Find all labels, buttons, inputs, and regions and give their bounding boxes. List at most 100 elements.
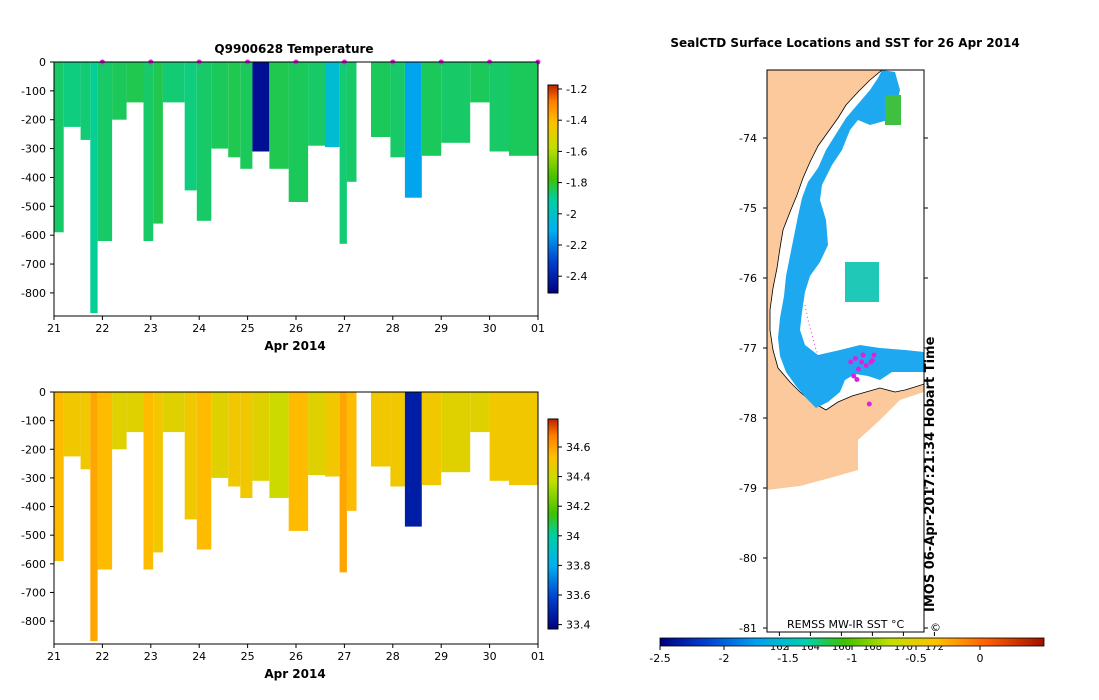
temperature-x-axis: 21 22 23 24 25 26 27 28 29 30 01 bbox=[47, 316, 545, 335]
imos-timestamp: IMOS 06-Apr-2017:21:34 Hobart Time bbox=[923, 336, 938, 612]
profile-cell bbox=[308, 62, 325, 146]
profile-cell bbox=[308, 392, 325, 475]
salinity-cells bbox=[54, 392, 538, 642]
y-tick-label: -400 bbox=[21, 171, 46, 184]
profile-cell bbox=[184, 392, 197, 520]
profile-cell bbox=[143, 62, 154, 241]
x-tick-label: 30 bbox=[483, 650, 497, 663]
x-tick-label: 24 bbox=[192, 322, 206, 335]
colorbar-tick-label: -2.2 bbox=[566, 239, 587, 252]
y-tick-label: -600 bbox=[21, 229, 46, 242]
y-tick-label: -200 bbox=[21, 114, 46, 127]
lat-tick-label: -79 bbox=[739, 482, 757, 495]
profile-cell bbox=[252, 392, 270, 481]
seal-locations bbox=[848, 352, 877, 407]
x-tick-label: 22 bbox=[95, 650, 109, 663]
profile-cell bbox=[162, 62, 185, 103]
profile-cell bbox=[339, 62, 347, 244]
lat-tick-label: -74 bbox=[739, 132, 757, 145]
profile-cell bbox=[54, 62, 64, 233]
profile-cell bbox=[97, 392, 113, 570]
seal-location-dot bbox=[869, 358, 875, 364]
profile-cell bbox=[339, 392, 347, 573]
sst-colorbar-tick-label: -2 bbox=[719, 652, 730, 665]
profile-cell bbox=[240, 62, 253, 169]
profile-cell bbox=[470, 392, 490, 433]
y-tick-label: -400 bbox=[21, 501, 46, 514]
x-tick-label: 23 bbox=[144, 650, 158, 663]
profile-cell bbox=[228, 62, 241, 158]
profile-cell bbox=[288, 392, 309, 531]
colorbar-tick-label: -2.4 bbox=[566, 270, 587, 283]
colorbar-tick-label: -1.2 bbox=[566, 83, 587, 96]
profile-cell bbox=[421, 62, 442, 156]
profile-cell bbox=[196, 62, 212, 221]
profile-cell bbox=[153, 392, 163, 553]
profile-cell bbox=[90, 392, 98, 642]
y-tick-label: -700 bbox=[21, 586, 46, 599]
map-latitude-axis: -74 -75 -76 -77 -78 -79 -80 -81 bbox=[739, 132, 928, 635]
x-tick-label: 28 bbox=[386, 650, 400, 663]
profile-cell bbox=[63, 62, 81, 127]
seal-location-dot bbox=[871, 352, 877, 358]
seal-location-dot bbox=[860, 352, 866, 358]
profile-cell bbox=[90, 62, 98, 314]
colorbar-tick-label: 34 bbox=[566, 530, 580, 543]
map-frame bbox=[766, 69, 925, 633]
profile-cell bbox=[252, 62, 270, 152]
colorbar-tick-label: 33.8 bbox=[566, 559, 591, 572]
x-tick-label: 27 bbox=[337, 322, 351, 335]
profile-cell bbox=[346, 392, 357, 511]
y-tick-label: 0 bbox=[39, 386, 46, 399]
lat-tick-label: -76 bbox=[739, 272, 757, 285]
profile-cell bbox=[509, 392, 538, 486]
salinity-panel: 0 -100 -200 -300 -400 -500 -600 -700 -800 21 22 23… bbox=[21, 386, 590, 681]
profile-cell bbox=[153, 62, 163, 224]
x-tick-label: 30 bbox=[483, 322, 497, 335]
x-tick-label: 28 bbox=[386, 322, 400, 335]
map-panel: SealCTD Surface Locations and SST for 26… bbox=[649, 36, 1045, 665]
lat-tick-label: -77 bbox=[739, 342, 757, 355]
sst-colorbar bbox=[659, 637, 1045, 647]
y-tick-label: -100 bbox=[21, 415, 46, 428]
seal-location-dot bbox=[848, 359, 854, 365]
ice-shelf bbox=[767, 392, 924, 632]
x-tick-label: 25 bbox=[241, 322, 255, 335]
x-tick-label: 22 bbox=[95, 322, 109, 335]
x-tick-label: 01 bbox=[531, 650, 545, 663]
profile-cell bbox=[112, 62, 127, 120]
colorbar-tick-label: -1.8 bbox=[566, 177, 587, 190]
profile-cell bbox=[112, 392, 127, 450]
sst-colorbar-tick-label: -2.5 bbox=[649, 652, 670, 665]
profile-cell bbox=[196, 392, 212, 550]
x-tick-label: 24 bbox=[192, 650, 206, 663]
sst-colorbar-tick-label: -1 bbox=[847, 652, 858, 665]
sst-colorbar-tick-label: -1.5 bbox=[777, 652, 798, 665]
y-tick-label: -700 bbox=[21, 258, 46, 271]
x-tick-label: 26 bbox=[289, 650, 303, 663]
profile-cell bbox=[404, 392, 422, 527]
seal-location-dot bbox=[866, 401, 872, 407]
seal-location-dot bbox=[852, 356, 858, 361]
y-tick-label: -300 bbox=[21, 143, 46, 156]
colorbar-tick-label: -1.6 bbox=[566, 145, 587, 158]
seal-location-dot bbox=[851, 373, 857, 379]
sst-ocean-band bbox=[778, 70, 924, 408]
lon-tick-label: 166 bbox=[832, 642, 851, 653]
colorbar-tick-label: -2 bbox=[566, 208, 577, 221]
salinity-colorbar-ticks: 34.6 34.4 34.2 34 33.8 33.6 33.4 bbox=[558, 441, 591, 632]
profile-cell bbox=[470, 62, 490, 103]
profile-cell bbox=[390, 62, 405, 158]
x-tick-label: 01 bbox=[531, 322, 545, 335]
colorbar-tick-label: 34.6 bbox=[566, 441, 591, 454]
profile-cell bbox=[441, 392, 471, 473]
y-tick-label: -600 bbox=[21, 558, 46, 571]
profile-cell bbox=[288, 62, 309, 202]
profile-cell bbox=[509, 62, 538, 156]
map-title: SealCTD Surface Locations and SST for 26… bbox=[670, 36, 1019, 50]
lat-tick-label: -75 bbox=[739, 202, 757, 215]
lat-tick-label: -81 bbox=[739, 622, 757, 635]
profile-cell bbox=[325, 62, 340, 148]
profile-cell bbox=[126, 392, 144, 433]
profile-cell bbox=[489, 62, 509, 152]
